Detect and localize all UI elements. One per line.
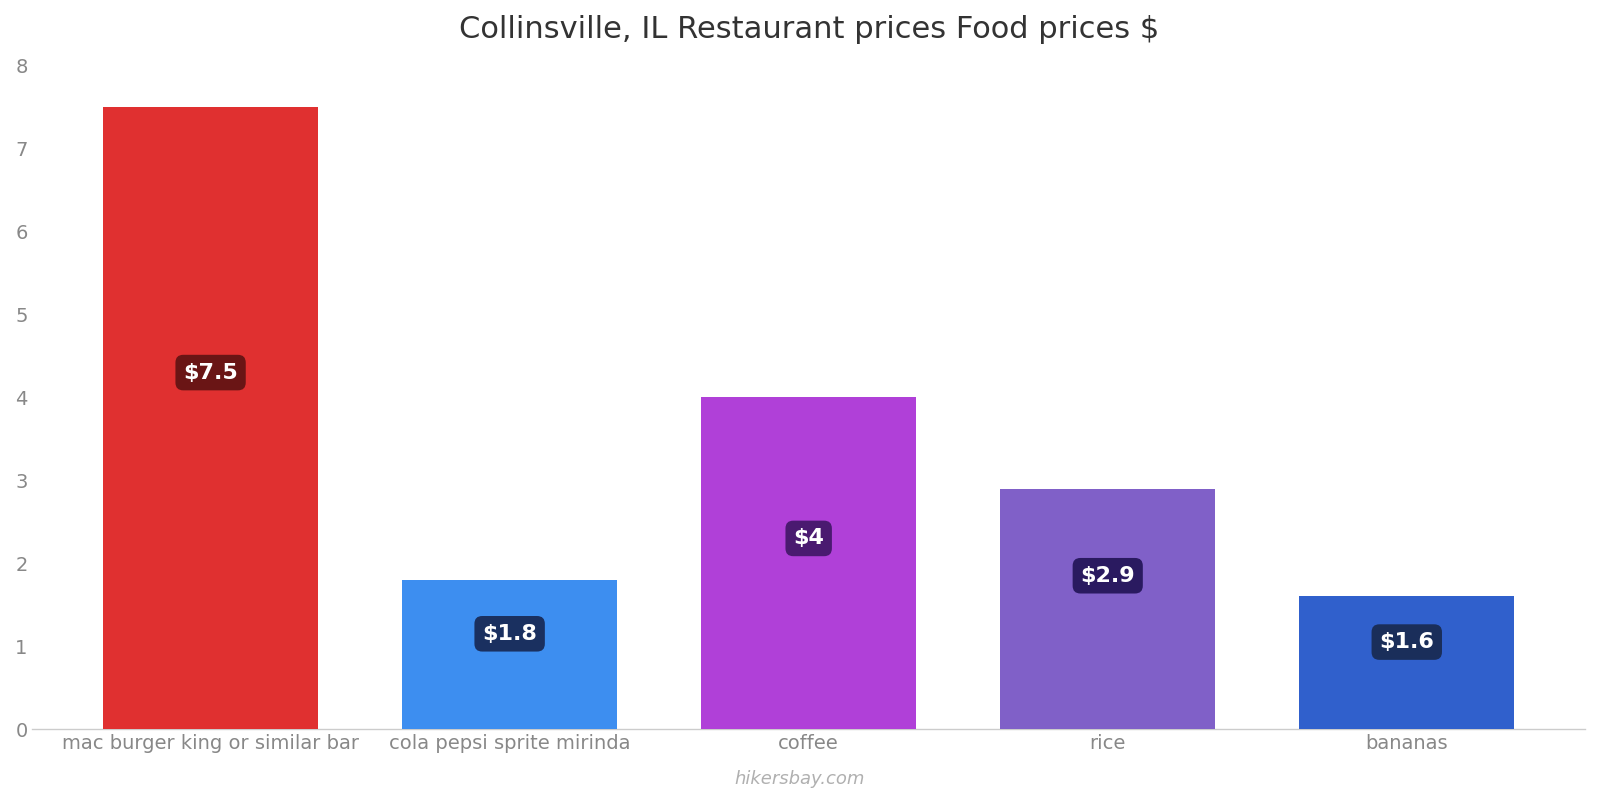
Text: $2.9: $2.9 (1080, 566, 1134, 586)
Title: Collinsville, IL Restaurant prices Food prices $: Collinsville, IL Restaurant prices Food … (459, 15, 1158, 44)
Bar (701, 398, 917, 729)
Bar (1000, 489, 1216, 729)
Text: $1.6: $1.6 (1379, 632, 1434, 652)
Bar (1299, 597, 1515, 729)
Text: $4: $4 (794, 529, 824, 549)
Text: $1.8: $1.8 (482, 624, 538, 644)
Bar (402, 580, 618, 729)
Text: $7.5: $7.5 (184, 362, 238, 382)
Text: hikersbay.com: hikersbay.com (734, 770, 866, 788)
Bar (102, 107, 318, 729)
